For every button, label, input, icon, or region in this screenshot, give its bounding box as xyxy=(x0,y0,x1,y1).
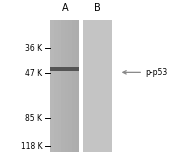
Text: 118 K: 118 K xyxy=(20,142,42,151)
Text: 85 K: 85 K xyxy=(25,114,42,123)
Text: 47 K: 47 K xyxy=(25,69,42,78)
Bar xyxy=(50,67,79,71)
Bar xyxy=(57,20,61,152)
Text: 36 K: 36 K xyxy=(25,44,42,53)
Text: B: B xyxy=(94,3,101,13)
Bar xyxy=(65,20,68,152)
Bar xyxy=(76,20,79,152)
Bar xyxy=(83,20,112,152)
Bar xyxy=(61,20,65,152)
Bar xyxy=(72,20,76,152)
Bar xyxy=(50,20,54,152)
Bar xyxy=(54,20,57,152)
Bar xyxy=(50,20,79,152)
Text: p-p53: p-p53 xyxy=(145,68,167,77)
Bar xyxy=(68,20,72,152)
Text: A: A xyxy=(61,3,68,13)
